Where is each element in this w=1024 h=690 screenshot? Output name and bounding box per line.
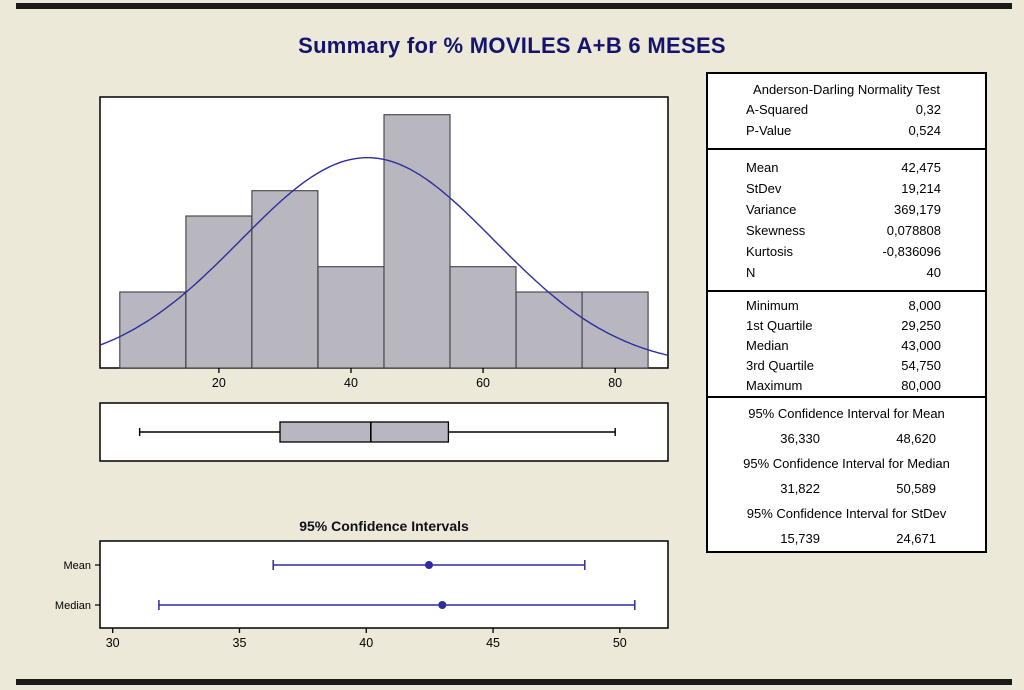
svg-text:35: 35 [233, 636, 247, 650]
stat-value: -0,836096 [882, 244, 941, 259]
stat-value: 29,250 [901, 318, 941, 333]
ci-low: 31,822 [780, 481, 820, 496]
stat-label: N [746, 265, 756, 280]
stat-row-q3: 3rd Quartile 54,750 [708, 356, 985, 376]
stat-label: Mean [746, 160, 779, 175]
stat-label: 1st Quartile [746, 318, 813, 333]
svg-text:45: 45 [486, 636, 500, 650]
confidence-intervals-title: 95% Confidence Intervals [299, 518, 469, 534]
stat-label: Kurtosis [746, 244, 793, 259]
stat-row-p-value: P-Value 0,524 [708, 120, 985, 141]
stat-row-mean: Mean 42,475 [708, 157, 985, 178]
normality-test-title: Anderson-Darling Normality Test [753, 82, 940, 97]
stat-label: Variance [746, 202, 797, 217]
ci-low: 36,330 [780, 431, 820, 446]
svg-text:20: 20 [212, 376, 226, 390]
stat-row-median: Median 43,000 [708, 336, 985, 356]
stat-value: 40 [926, 265, 941, 280]
svg-text:60: 60 [476, 376, 490, 390]
stat-label: A-Squared [746, 102, 809, 117]
stat-label: P-Value [746, 123, 792, 138]
stat-label: Median [746, 338, 789, 353]
stat-row-minimum: Minimum 8,000 [708, 296, 985, 316]
stat-value: 42,475 [901, 160, 941, 175]
bottom-frame-border [16, 679, 1012, 685]
stat-value: 80,000 [901, 378, 941, 393]
confidence-intervals-section: 95% Confidence Interval for Mean 36,330 … [708, 398, 985, 551]
ci-low: 15,739 [780, 531, 820, 546]
stat-row-q1: 1st Quartile 29,250 [708, 316, 985, 336]
stat-value: 0,078808 [886, 223, 941, 238]
quantiles-section: Minimum 8,000 1st Quartile 29,250 Median… [708, 292, 985, 398]
page-title: Summary for % MOVILES A+B 6 MESES [298, 33, 726, 58]
stat-label: Maximum [746, 378, 803, 393]
stat-label: StDev [746, 181, 782, 196]
ci-high: 24,671 [896, 531, 936, 546]
svg-text:Mean: Mean [63, 560, 91, 572]
ci-median-values: 31,822 50,589 [708, 476, 985, 501]
histogram-chart: 20 40 60 80 [99, 96, 669, 390]
stat-label: 3rd Quartile [746, 358, 814, 373]
boxplot-chart [99, 402, 669, 462]
svg-text:40: 40 [344, 376, 358, 390]
ci-mean-values: 36,330 48,620 [708, 426, 985, 451]
stat-row-a-squared: A-Squared 0,32 [708, 99, 985, 120]
stat-value: 19,214 [901, 181, 941, 196]
ci-mean-title: 95% Confidence Interval for Mean [748, 406, 945, 421]
stats-panel: Anderson-Darling Normality Test A-Square… [706, 72, 987, 553]
ci-high: 48,620 [896, 431, 936, 446]
stat-value: 8,000 [908, 298, 941, 313]
stat-row-maximum: Maximum 80,000 [708, 376, 985, 396]
stat-label: Skewness [746, 223, 806, 238]
confidence-intervals-chart: 30 35 40 45 50 Mean Median [55, 540, 669, 650]
stat-value: 43,000 [901, 338, 941, 353]
stat-row-stdev: StDev 19,214 [708, 178, 985, 199]
svg-text:Median: Median [55, 600, 91, 612]
stat-label: Minimum [746, 298, 799, 313]
svg-text:30: 30 [106, 636, 120, 650]
top-frame-border [16, 3, 1012, 9]
stat-value: 54,750 [901, 358, 941, 373]
ci-high: 50,589 [896, 481, 936, 496]
normality-test-section: Anderson-Darling Normality Test A-Square… [708, 74, 985, 150]
stat-row-kurtosis: Kurtosis -0,836096 [708, 241, 985, 262]
stat-value: 0,32 [915, 102, 941, 117]
stat-row-variance: Variance 369,179 [708, 199, 985, 220]
stat-value: 369,179 [894, 202, 941, 217]
svg-text:80: 80 [608, 376, 622, 390]
svg-text:50: 50 [613, 636, 627, 650]
moments-section: Mean 42,475 StDev 19,214 Variance 369,17… [708, 150, 985, 292]
svg-text:40: 40 [359, 636, 373, 650]
ci-stdev-values: 15,739 24,671 [708, 526, 985, 551]
stat-row-n: N 40 [708, 262, 985, 283]
stat-value: 0,524 [908, 123, 941, 138]
stat-row-skewness: Skewness 0,078808 [708, 220, 985, 241]
ci-stdev-title: 95% Confidence Interval for StDev [746, 506, 947, 521]
ci-median-title: 95% Confidence Interval for Median [743, 456, 950, 471]
